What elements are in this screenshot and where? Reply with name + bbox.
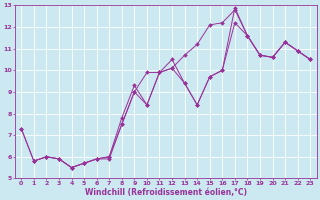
X-axis label: Windchill (Refroidissement éolien,°C): Windchill (Refroidissement éolien,°C) [85,188,247,197]
